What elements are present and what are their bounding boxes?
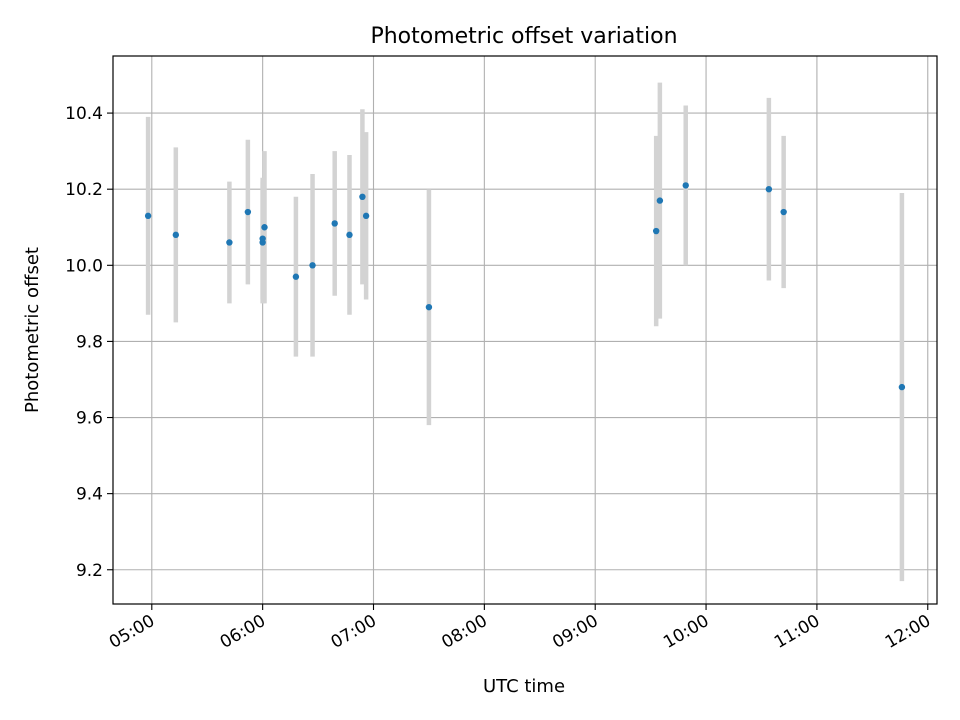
data-point <box>898 383 906 391</box>
data-point <box>261 224 268 231</box>
y-axis-label: Photometric offset <box>22 247 43 413</box>
data-point <box>656 197 664 204</box>
data-point <box>259 235 266 242</box>
grid <box>113 56 937 604</box>
data-point <box>362 212 370 220</box>
y-tick-label: 10.4 <box>65 104 103 124</box>
y-tick-label: 9.2 <box>76 561 103 581</box>
data-point <box>346 231 353 239</box>
y-tick-label: 9.6 <box>76 409 103 429</box>
y-tick-label: 10.0 <box>65 256 103 276</box>
y-tick-label: 9.4 <box>76 485 103 505</box>
data-point <box>359 193 366 201</box>
data-points <box>144 182 906 391</box>
data-point <box>292 273 300 280</box>
data-point <box>780 208 787 216</box>
data-point <box>244 208 252 216</box>
data-point <box>172 231 180 239</box>
data-point <box>682 182 689 189</box>
data-point <box>652 227 660 235</box>
data-point <box>144 212 152 220</box>
y-tick-label: 10.2 <box>65 180 103 200</box>
plot-frame <box>112 55 938 605</box>
y-axis: 9.2 9.4 9.6 9.8 10.0 10.2 10.4 <box>65 104 113 581</box>
data-point <box>765 185 773 193</box>
data-point <box>226 239 233 246</box>
x-axis-label: UTC time <box>483 676 565 697</box>
data-point <box>309 262 316 269</box>
y-tick-label: 9.8 <box>76 332 103 352</box>
data-point <box>331 220 338 227</box>
data-point <box>425 303 433 311</box>
chart-title: Photometric offset variation <box>370 24 677 49</box>
